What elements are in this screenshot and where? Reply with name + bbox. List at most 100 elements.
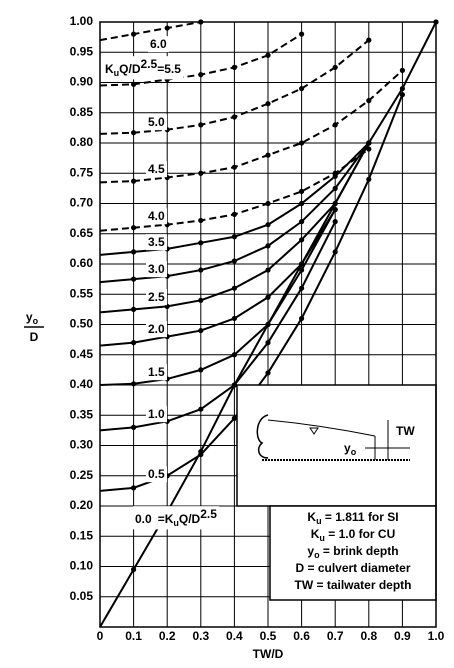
param-equals: =	[158, 512, 165, 526]
point	[231, 234, 237, 240]
curve-label: 4.0	[148, 209, 165, 223]
point	[231, 415, 237, 421]
point	[198, 406, 204, 412]
point	[332, 249, 338, 255]
point	[299, 261, 305, 267]
point	[198, 367, 204, 373]
label-bg	[146, 208, 168, 225]
point	[299, 267, 305, 273]
label-bg	[133, 506, 220, 530]
culvert-sketch: TW yo	[256, 414, 415, 461]
point	[399, 92, 405, 98]
point	[332, 122, 338, 128]
point	[332, 185, 338, 191]
y-tick-label: 0.40	[70, 377, 94, 391]
y-tick-label: 0.65	[70, 226, 94, 240]
series-name: 0.0	[135, 512, 152, 526]
series-name: 0.5	[148, 467, 165, 481]
culvert-outlet	[256, 414, 269, 459]
note-symbol: y	[307, 544, 314, 558]
point	[131, 485, 137, 491]
y-tick-label: 0.45	[70, 347, 94, 361]
x-tick-label: 1.0	[428, 629, 445, 643]
point	[332, 170, 338, 176]
point	[231, 285, 237, 291]
curve	[99, 69, 404, 184]
point	[231, 315, 237, 322]
point	[299, 140, 305, 146]
note-text: = 1.0 for CU	[325, 527, 395, 541]
point	[131, 381, 137, 387]
point	[299, 188, 305, 194]
point	[366, 140, 372, 146]
point	[198, 170, 204, 176]
y-tick-label: 0.95	[70, 44, 94, 58]
y-tick-label: 0.80	[70, 135, 94, 149]
point	[332, 206, 338, 213]
x-tick-label: 0.8	[360, 629, 377, 643]
point	[198, 217, 204, 224]
plot-frame	[99, 21, 437, 628]
x-tick-label: 0.7	[327, 629, 344, 643]
y-tick-label: 0.30	[70, 438, 94, 452]
point	[131, 424, 137, 430]
y-tick-label: 0.90	[70, 75, 94, 89]
param-equals: =	[157, 62, 164, 76]
param-mid: Q/D	[119, 62, 141, 76]
note: yo = brink depth	[307, 544, 398, 560]
point	[231, 211, 237, 217]
y-tick-label: 0.05	[70, 589, 94, 603]
label-bg	[146, 289, 168, 306]
y-label-sub: o	[33, 316, 39, 326]
point	[265, 321, 271, 328]
point	[265, 243, 271, 249]
x-tick-label: 0.3	[192, 629, 209, 643]
point	[265, 340, 271, 346]
point	[265, 52, 271, 58]
curve-label: 6.0	[150, 37, 167, 51]
point	[231, 258, 237, 264]
label-bg	[103, 56, 184, 80]
water-surface	[267, 419, 376, 437]
point	[265, 222, 271, 228]
note: D = culvert diameter	[295, 561, 410, 575]
curve	[99, 209, 337, 347]
point	[131, 340, 137, 346]
curve-label: 2.0	[148, 322, 165, 336]
point	[265, 370, 271, 376]
point	[231, 64, 237, 70]
point	[366, 146, 372, 152]
y-axis-label-denominator: D	[30, 330, 39, 344]
series-name: 3.5	[148, 235, 165, 249]
point	[332, 200, 338, 207]
curve-label: 3.0	[148, 262, 165, 276]
series-name: 4.5	[148, 162, 165, 176]
x-tick-label: 0.6	[293, 629, 310, 643]
param-sup: 2.5	[200, 507, 217, 521]
series-name: 2.0	[148, 322, 165, 336]
point	[198, 122, 204, 128]
y-tick-label: 0.60	[70, 256, 94, 270]
y-tick-label: 1.00	[70, 14, 94, 28]
label-bg	[146, 161, 168, 178]
point	[299, 85, 305, 92]
x-tick-label: 0.4	[226, 629, 243, 643]
note-text: = brink depth	[320, 544, 399, 558]
note: Ku = 1.811 for SI	[307, 510, 398, 526]
y-tick-label: 0.20	[70, 498, 94, 512]
y-tick-label: 0.85	[70, 105, 94, 119]
point	[131, 31, 137, 37]
note-symbol: K	[307, 510, 316, 524]
point	[265, 152, 271, 158]
point	[299, 31, 305, 37]
curve-label: 2.5	[148, 290, 165, 304]
y-tick-label: 0.10	[70, 559, 94, 573]
y-tick-label: 0.70	[70, 196, 94, 210]
point	[399, 85, 405, 92]
param-k: K	[165, 512, 174, 526]
label-bg	[146, 406, 168, 423]
curve	[99, 221, 337, 432]
point	[366, 176, 372, 182]
point	[131, 249, 137, 255]
point	[131, 306, 137, 312]
